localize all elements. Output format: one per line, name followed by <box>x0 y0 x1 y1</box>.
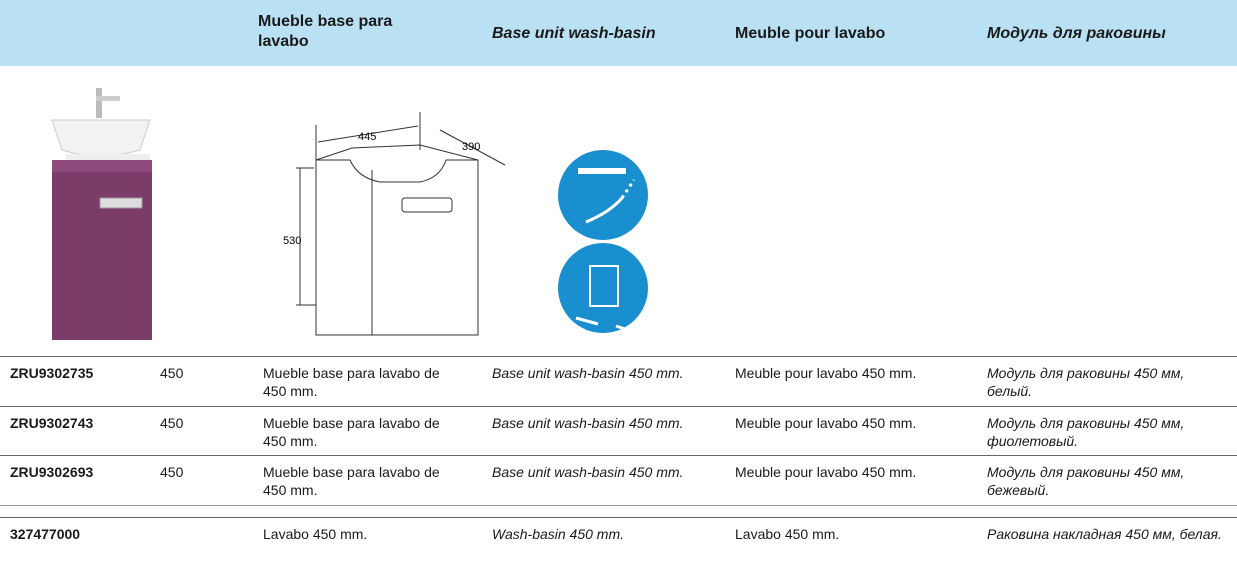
table-cell: Mueble base para lavabo de 450 mm. <box>263 365 440 399</box>
table-cell: Meuble pour lavabo 450 mm. <box>735 365 917 381</box>
table-cell: 450 <box>160 365 184 381</box>
table-cell: Модуль для раковины 450 мм, бежевый. <box>987 464 1185 498</box>
dimension-label: 445 <box>358 131 376 143</box>
table-cell: Модуль для раковины 450 мм, фиолетовый. <box>987 415 1185 449</box>
table-cell: ZRU9302735 <box>10 365 94 381</box>
table-cell: Base unit wash-basin 450 mm. <box>492 415 684 431</box>
table-cell: 450 <box>160 464 184 480</box>
dimension-label: 390 <box>462 141 480 153</box>
table-cell: Модуль для раковины 450 мм, белый. <box>987 365 1185 399</box>
table-cell: Base unit wash-basin 450 mm. <box>492 464 684 480</box>
table-cell: Wash-basin 450 mm. <box>492 526 625 542</box>
table-cell: Lavabo 450 mm. <box>263 526 368 542</box>
header-band <box>0 0 1237 66</box>
row-rule <box>0 406 1237 407</box>
product-illustrations: 445 390 530 <box>51 88 648 340</box>
table-cell: Lavabo 450 mm. <box>735 526 840 542</box>
header-title: Модуль для раковины <box>987 25 1166 42</box>
dimension-label: 530 <box>283 235 301 247</box>
table-cell: Mueble base para lavabo de 450 mm. <box>263 464 440 498</box>
table-cell: 327477000 <box>10 526 81 542</box>
table-cell: ZRU9302743 <box>10 415 94 431</box>
header-title: Mueble base para lavabo <box>258 13 393 50</box>
table-cell: Раковина накладная 450 мм, белая. <box>987 526 1222 542</box>
table-cell: 450 <box>160 415 184 431</box>
row-rule <box>0 505 1237 506</box>
header-title: Meuble pour lavabo <box>735 25 886 42</box>
header-title: Base unit wash-basin <box>492 25 656 42</box>
row-rule <box>0 517 1237 518</box>
table-cell: Mueble base para lavabo de 450 mm. <box>263 415 440 449</box>
row-rule <box>0 455 1237 456</box>
dimension-drawing <box>296 112 506 336</box>
table-cell: Meuble pour lavabo 450 mm. <box>735 464 917 480</box>
soft-close-icon <box>558 150 648 240</box>
product-photo <box>51 88 152 340</box>
table-cell: Base unit wash-basin 450 mm. <box>492 365 684 381</box>
wall-mount-icon <box>558 243 648 333</box>
table-cell: ZRU9302693 <box>10 464 94 480</box>
table-cell: Meuble pour lavabo 450 mm. <box>735 415 917 431</box>
row-rule <box>0 356 1237 357</box>
